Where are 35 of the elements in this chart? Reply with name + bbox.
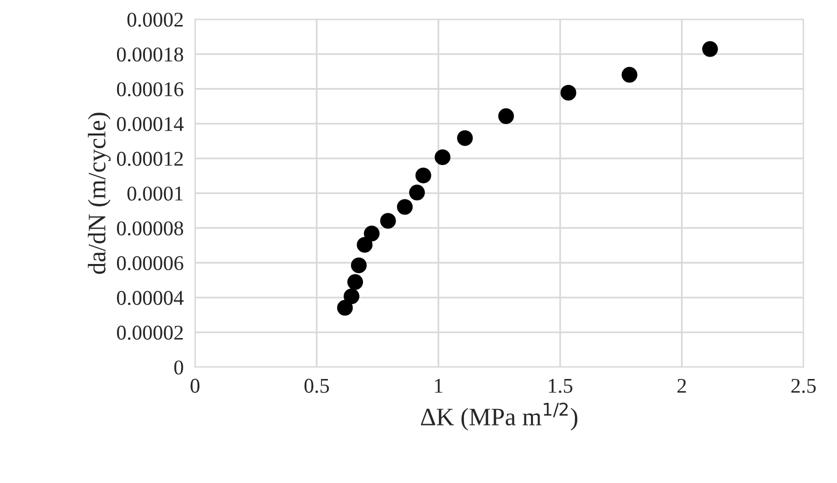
point: [560, 84, 576, 101]
point: [356, 236, 373, 253]
point: [364, 226, 380, 242]
point: [409, 184, 425, 200]
point: [344, 288, 360, 304]
y-tick-label: 0.00018: [116, 47, 184, 62]
point: [498, 108, 514, 124]
point: [396, 199, 413, 215]
x-tick-label: 0.5: [304, 378, 329, 393]
point: [350, 257, 367, 274]
point: [457, 130, 473, 146]
x-tick-label: 2.5: [791, 378, 816, 393]
x-tick-label: 1.5: [548, 378, 572, 393]
y-axis-title: da/dN (m/cycle): [88, 112, 111, 274]
y-tick-label: 0.00016: [116, 82, 184, 96]
x-axis-title: ΔK (MPa m$^{1/2}$): [420, 402, 578, 431]
y-tick-label: 0.0002: [127, 12, 183, 27]
point: [702, 41, 718, 57]
y-tick-label: 0.00014: [116, 117, 184, 132]
y-tick-label: 0.00006: [116, 256, 184, 270]
point: [347, 274, 364, 290]
x-tick-label: 2: [678, 378, 686, 393]
y-tick-label: 0: [174, 360, 184, 375]
point: [434, 149, 450, 166]
y-tick-label: 0.0001: [127, 186, 183, 201]
y-tick-label: 0.00004: [116, 290, 184, 306]
point: [622, 66, 638, 83]
point: [415, 168, 432, 184]
x-tick-label: 0: [190, 378, 200, 393]
point: [337, 300, 353, 316]
point: [380, 212, 396, 229]
y-tick-label: 0.00012: [116, 152, 183, 166]
y-tick-label: 0.00002: [116, 326, 183, 340]
x-tick-label: 1: [435, 378, 442, 393]
y-tick-label: 0.00008: [116, 221, 184, 236]
